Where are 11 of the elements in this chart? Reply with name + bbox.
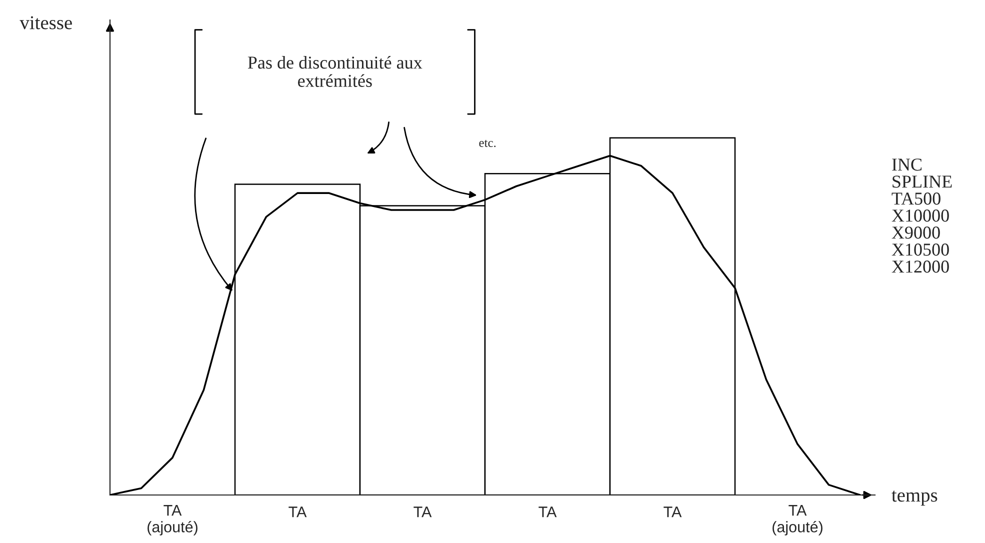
text: TA (ajouté) xyxy=(148,505,198,536)
text: INC SPLINE TA500 X10000 X9000 X10500 X12000 xyxy=(892,158,952,273)
x-tick-label: TA xyxy=(414,506,432,518)
x-axis-title: temps xyxy=(892,490,938,506)
x-tick-label: TA xyxy=(664,506,682,518)
text: Pas de discontinuité aux extrémités xyxy=(248,56,422,87)
x-tick-label: TA xyxy=(288,506,307,518)
text: TA (ajouté) xyxy=(772,505,822,536)
y-axis-title: vitesse xyxy=(20,16,72,30)
annotation: etc. xyxy=(479,140,496,148)
x-tick-label: TA xyxy=(538,506,557,518)
